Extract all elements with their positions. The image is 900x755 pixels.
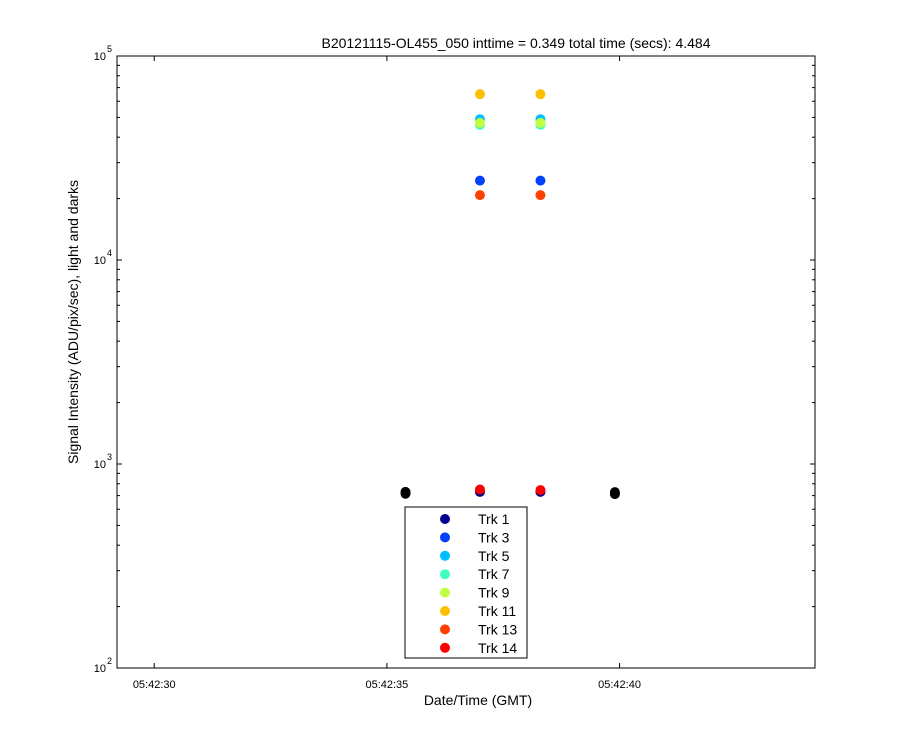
dark-point (609, 487, 620, 498)
legend-marker (440, 587, 450, 598)
legend-label: Trk 14 (478, 640, 517, 656)
legend-marker (440, 642, 450, 653)
x-tick-label: 05:42:30 (133, 679, 176, 691)
legend-label: Trk 11 (478, 603, 516, 619)
legend-label: Trk 5 (478, 548, 510, 564)
y-tick-label-exponent: 4 (107, 248, 112, 258)
legend-marker (440, 532, 450, 543)
point-trk-11 (474, 89, 485, 100)
y-tick-label-exponent: 3 (107, 452, 112, 462)
point-trk-9 (474, 117, 485, 128)
legend-marker (440, 624, 450, 635)
y-tick-label-base: 10 (94, 255, 106, 267)
plot-frame (116, 55, 816, 669)
y-tick-label-exponent: 5 (107, 44, 112, 54)
x-tick-label: 05:42:40 (598, 679, 641, 691)
y-tick-label-base: 10 (94, 51, 106, 63)
point-trk-14 (535, 485, 546, 496)
legend-label: Trk 7 (478, 566, 510, 582)
legend-marker (440, 569, 450, 580)
point-trk-9 (535, 117, 546, 128)
x-tick-label: 05:42:35 (365, 679, 408, 691)
x-axis-title: Date/Time (GMT) (424, 692, 532, 708)
legend-label: Trk 1 (478, 511, 510, 527)
points-layer (400, 89, 620, 500)
legend-label: Trk 3 (478, 529, 510, 545)
y-tick-label-exponent: 2 (107, 656, 112, 666)
y-tick-label-base: 10 (94, 663, 106, 675)
legend-box (404, 506, 528, 659)
legend-label: Trk 9 (478, 585, 510, 601)
point-trk-3 (535, 175, 546, 186)
dark-point (400, 486, 411, 497)
y-axis-title: Signal Intensity (ADU/pix/sec), light an… (65, 180, 81, 464)
point-trk-13 (535, 190, 546, 201)
point-trk-11 (535, 89, 546, 100)
point-trk-14 (474, 484, 485, 495)
point-trk-13 (474, 190, 485, 201)
y-tick-label-base: 10 (94, 459, 106, 471)
legend-marker (440, 550, 450, 561)
chart-title: B20121115-OL455_050 inttime = 0.349 tota… (321, 35, 710, 51)
point-trk-3 (474, 175, 485, 186)
legend-marker (440, 514, 450, 524)
legend-marker (440, 606, 450, 616)
legend: Trk 1 Trk 3 Trk 5 Trk 7 Trk 9 Trk 11 Trk 13 Trk… (404, 506, 528, 659)
legend-label: Trk 13 (478, 621, 517, 637)
